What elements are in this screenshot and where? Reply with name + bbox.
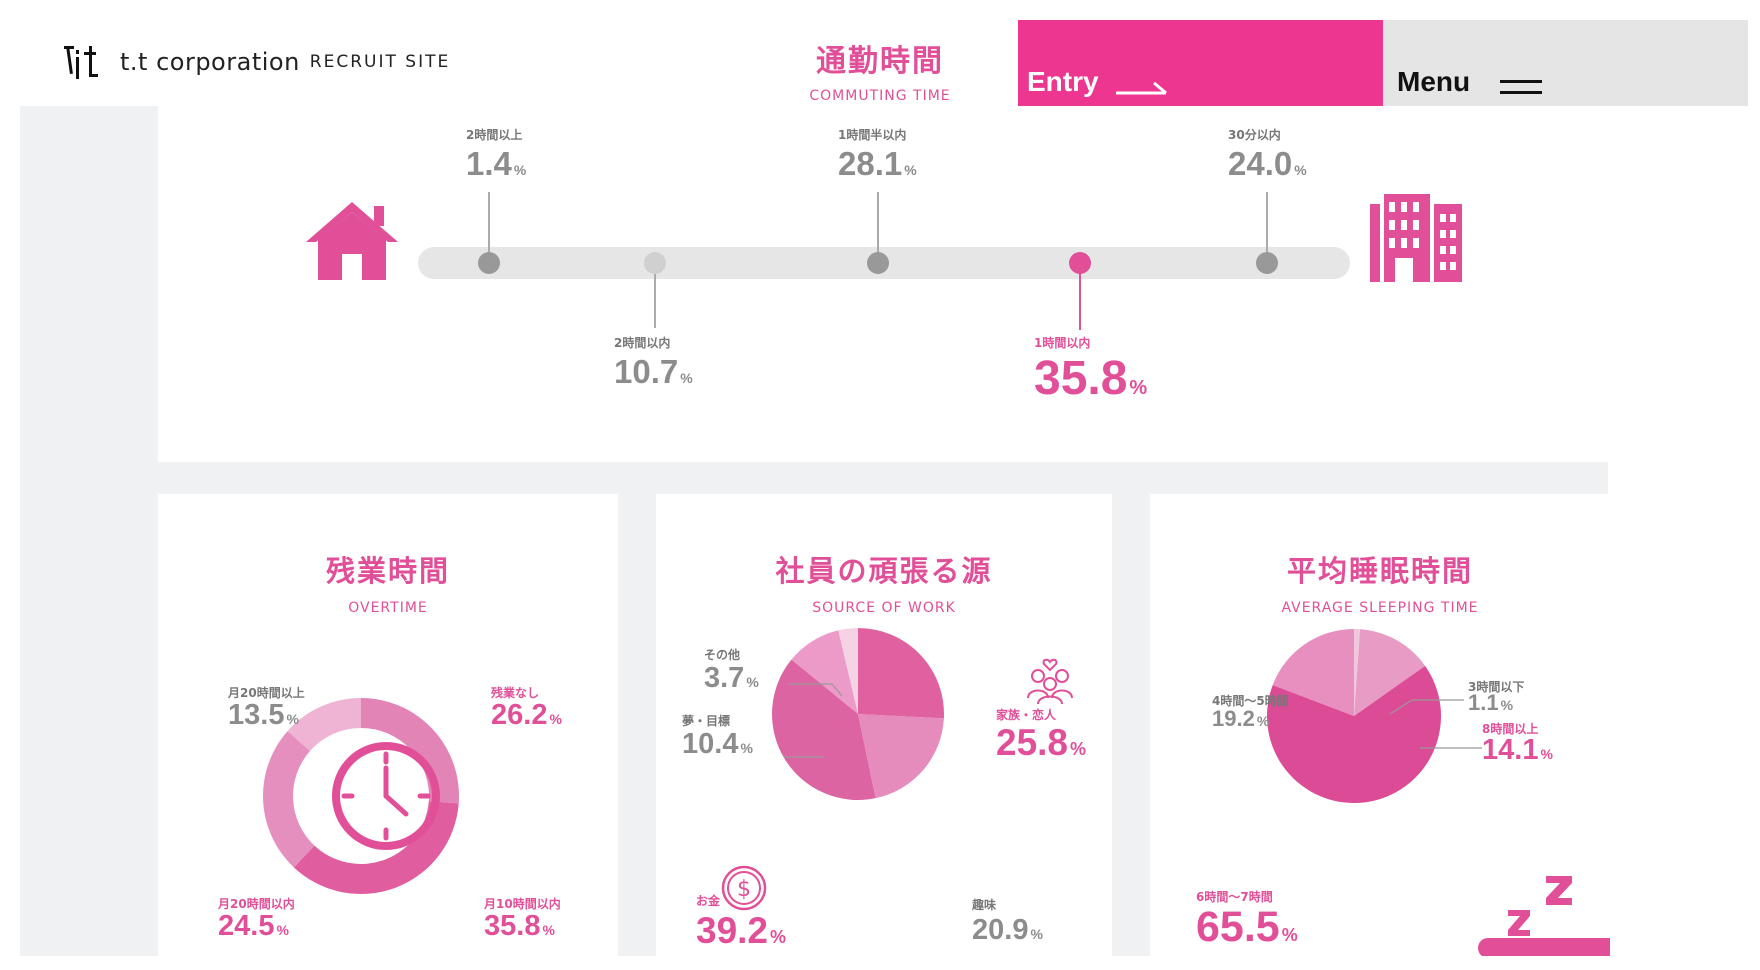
commute-stat-value: 28.1% xyxy=(838,145,917,182)
pie-slice-1 xyxy=(1354,629,1361,716)
commute-stat: 2時間以内 10.7% xyxy=(614,334,693,388)
commute-stat-value: 35.8% xyxy=(1034,352,1148,405)
logo-text: t.t corporation xyxy=(120,48,300,76)
house-icon xyxy=(306,202,398,280)
entry-button[interactable]: Entry xyxy=(1018,20,1383,106)
pie-slice-3 xyxy=(1267,665,1441,803)
pie-slice-3 xyxy=(772,659,876,800)
sleeping-label: 8時間以上 xyxy=(1482,722,1539,736)
source-value: 20.9% xyxy=(972,914,1043,946)
source-of-work-card: 社員の頑張る源 SOURCE OF WORK $ 家族・恋人 25.8% 趣味 … xyxy=(656,494,1112,956)
pie-slice-3 xyxy=(263,731,315,868)
sleeping-label: 4時間〜5時間 xyxy=(1212,694,1289,708)
svg-text:$: $ xyxy=(737,877,751,902)
sleeping-pie-chart xyxy=(1267,629,1482,803)
pie-slice-5 xyxy=(838,628,858,714)
commute-stat-value: 24.0% xyxy=(1228,145,1307,182)
pie-slice-2 xyxy=(293,801,459,894)
source-label: 家族・恋人 xyxy=(996,708,1057,722)
money-coin-icon: $ xyxy=(721,865,767,911)
sleeping-title-jp: 平均睡眠時間 xyxy=(1286,554,1473,588)
commute-stat-label: 2時間以上 xyxy=(466,128,523,142)
commute-markers xyxy=(478,192,1278,330)
overtime-value: 13.5% xyxy=(228,699,299,731)
menu-button[interactable]: Menu xyxy=(1383,20,1748,106)
sleeping-value: 65.5% xyxy=(1196,903,1298,951)
sleeping-value: 19.2% xyxy=(1212,706,1270,731)
overtime-label: 残業なし xyxy=(491,686,540,700)
marker-dot xyxy=(867,252,889,274)
source-value: 3.7% xyxy=(704,662,759,694)
commute-stat-value: 10.7% xyxy=(614,353,693,390)
source-title-jp: 社員の頑張る源 xyxy=(775,554,993,588)
sleeping-label: 3時間以下 xyxy=(1468,680,1525,694)
overtime-heading: 残業時間 OVERTIME xyxy=(158,548,618,616)
source-label: 趣味 xyxy=(972,898,997,912)
menu-button-label: Menu xyxy=(1397,66,1471,97)
source-value: 25.8% xyxy=(996,722,1087,763)
commute-stat-label: 2時間以内 xyxy=(614,336,671,350)
overtime-value: 35.8% xyxy=(484,910,555,942)
pie-slice-4 xyxy=(287,698,361,752)
sleeping-card: 平均睡眠時間 AVERAGE SLEEPING TIME 3時間以下 1.1% … xyxy=(1150,494,1610,956)
commute-stat: 30分以内 24.0% xyxy=(1228,126,1307,180)
commute-card: 2時間以上 1.4% 2時間以内 10.7% 1時間半以内 28.1% 1時間以… xyxy=(158,106,1608,462)
sleeping-zzz-icon xyxy=(1478,876,1610,956)
sleeping-value: 14.1% xyxy=(1482,734,1553,766)
entry-button-label: Entry xyxy=(1027,66,1099,97)
source-label: 夢・目標 xyxy=(682,714,731,728)
logo-subtitle: RECRUIT SITE xyxy=(309,52,451,72)
section-title-jp: 通勤時間 xyxy=(816,44,944,79)
section-heading: 通勤時間 COMMUTING TIME xyxy=(790,36,970,104)
source-heading: 社員の頑張る源 SOURCE OF WORK xyxy=(656,548,1112,616)
pie-slice-2 xyxy=(1354,629,1426,716)
arrow-right-icon xyxy=(1116,81,1167,95)
marker-dot xyxy=(644,252,666,274)
source-pie-chart xyxy=(772,628,944,800)
marker-dot xyxy=(478,252,500,274)
source-label: お金 xyxy=(696,894,721,908)
right-margin xyxy=(1728,106,1760,956)
marker-dot-highlight xyxy=(1069,252,1091,274)
sleeping-title-en: AVERAGE SLEEPING TIME xyxy=(1281,600,1479,616)
sleeping-value: 1.1% xyxy=(1468,690,1514,715)
overtime-label: 月20時間以上 xyxy=(228,686,305,700)
sleeping-label: 6時間〜7時間 xyxy=(1196,890,1273,904)
overtime-value: 24.5% xyxy=(218,910,289,942)
office-building-icon xyxy=(1370,194,1462,282)
pie-slice-4 xyxy=(1272,629,1354,716)
pie-slice-1 xyxy=(858,628,944,719)
source-value: 39.2% xyxy=(696,910,787,951)
commute-stat-highlight: 1時間以内 35.8% xyxy=(1034,334,1147,403)
marker-dot xyxy=(1256,252,1278,274)
commute-stat: 2時間以上 1.4% xyxy=(466,126,526,180)
commute-stat-label: 1時間以内 xyxy=(1034,336,1091,350)
clock-icon xyxy=(332,742,440,850)
commute-stat-value: 1.4% xyxy=(466,145,527,182)
commute-stat-label: 30分以内 xyxy=(1228,128,1281,142)
pie-slice-4 xyxy=(791,630,858,714)
sleeping-heading: 平均睡眠時間 AVERAGE SLEEPING TIME xyxy=(1150,548,1610,616)
source-label: その他 xyxy=(704,648,741,662)
overtime-label: 月20時間以内 xyxy=(218,897,295,911)
logo-mark-icon xyxy=(64,45,98,79)
pie-slice-2 xyxy=(858,714,944,799)
commute-stat: 1時間半以内 28.1% xyxy=(838,126,917,180)
site-logo[interactable]: t.t corporation RECRUIT SITE xyxy=(62,42,450,82)
overtime-title-jp: 残業時間 xyxy=(325,554,450,588)
hamburger-icon xyxy=(1500,80,1542,102)
source-title-en: SOURCE OF WORK xyxy=(812,600,956,616)
family-icon xyxy=(1027,658,1073,704)
overtime-label: 月10時間以内 xyxy=(484,897,561,911)
source-value: 10.4% xyxy=(682,728,753,760)
section-title-en: COMMUTING TIME xyxy=(809,88,951,104)
overtime-card: 残業時間 OVERTIME 残業なし 26.2% 月10時間以内 35.8% 月… xyxy=(158,494,618,956)
commute-stat-label: 1時間半以内 xyxy=(838,128,907,142)
overtime-title-en: OVERTIME xyxy=(348,600,428,616)
overtime-value: 26.2% xyxy=(491,699,562,731)
